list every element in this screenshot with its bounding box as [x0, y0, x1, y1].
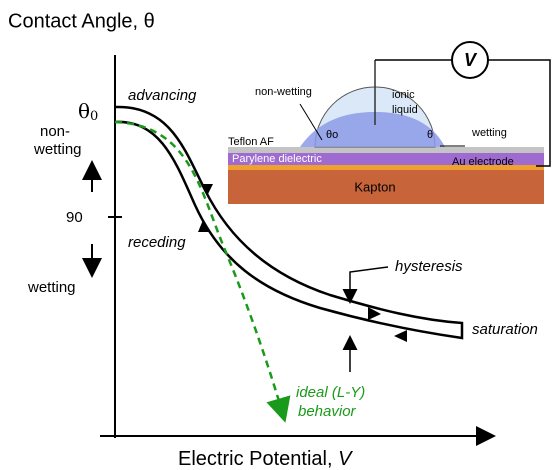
arrow-head [201, 184, 213, 196]
parylene-layer [228, 153, 544, 165]
x-title: Electric Potential, V [178, 448, 353, 470]
teflon-layer [228, 147, 544, 153]
non-wetting-label: wetting [33, 141, 82, 158]
liquid-label: ionic [392, 89, 415, 101]
y-title: Contact Angle, θ [8, 10, 155, 32]
theta-symbol: θ [78, 99, 90, 123]
parylene-label: Parylene dielectric [232, 153, 322, 165]
arrow-head [394, 330, 407, 342]
x-title-var: V [338, 448, 353, 470]
ninety-label: 90 [66, 209, 83, 226]
theta-o-label: θo [326, 129, 338, 141]
pointer [299, 103, 323, 141]
x-title-text: Electric Potential, [178, 448, 333, 470]
electrode-label: Au electrode [452, 156, 514, 168]
advancing-label: advancing [128, 87, 197, 104]
inset: V non-wetting ionic liquid θo θ wetting … [228, 41, 551, 204]
liquid-label: liquid [392, 104, 418, 116]
kapton-layer [228, 170, 544, 204]
ideal-label: ideal (L-Y) [296, 384, 365, 401]
voltage-source [451, 41, 489, 79]
non-wetting-label: non-wetting [255, 86, 312, 98]
hysteresis-label: hysteresis [395, 258, 463, 275]
ideal-label: behavior [298, 403, 357, 420]
arrow-head [368, 307, 381, 320]
droplet-wet [300, 112, 445, 147]
theta0: θ0 [78, 99, 98, 124]
theta-sub: 0 [90, 109, 98, 124]
teflon-label: Teflon AF [228, 136, 274, 148]
voltage-label: V [464, 50, 478, 70]
non-wetting-label: non- [40, 123, 70, 140]
wetting-label: wetting [471, 127, 507, 139]
ideal-curve [114, 120, 291, 423]
pointer [342, 266, 389, 304]
wire [488, 59, 551, 167]
receding-label: receding [128, 234, 186, 251]
saturation-label: saturation [472, 321, 538, 338]
arrow-head [198, 220, 210, 232]
electrode-layer [228, 165, 544, 170]
wetting-label: wetting [27, 279, 76, 296]
theta-label: θ [427, 129, 433, 141]
kapton-label: Kapton [354, 179, 395, 194]
